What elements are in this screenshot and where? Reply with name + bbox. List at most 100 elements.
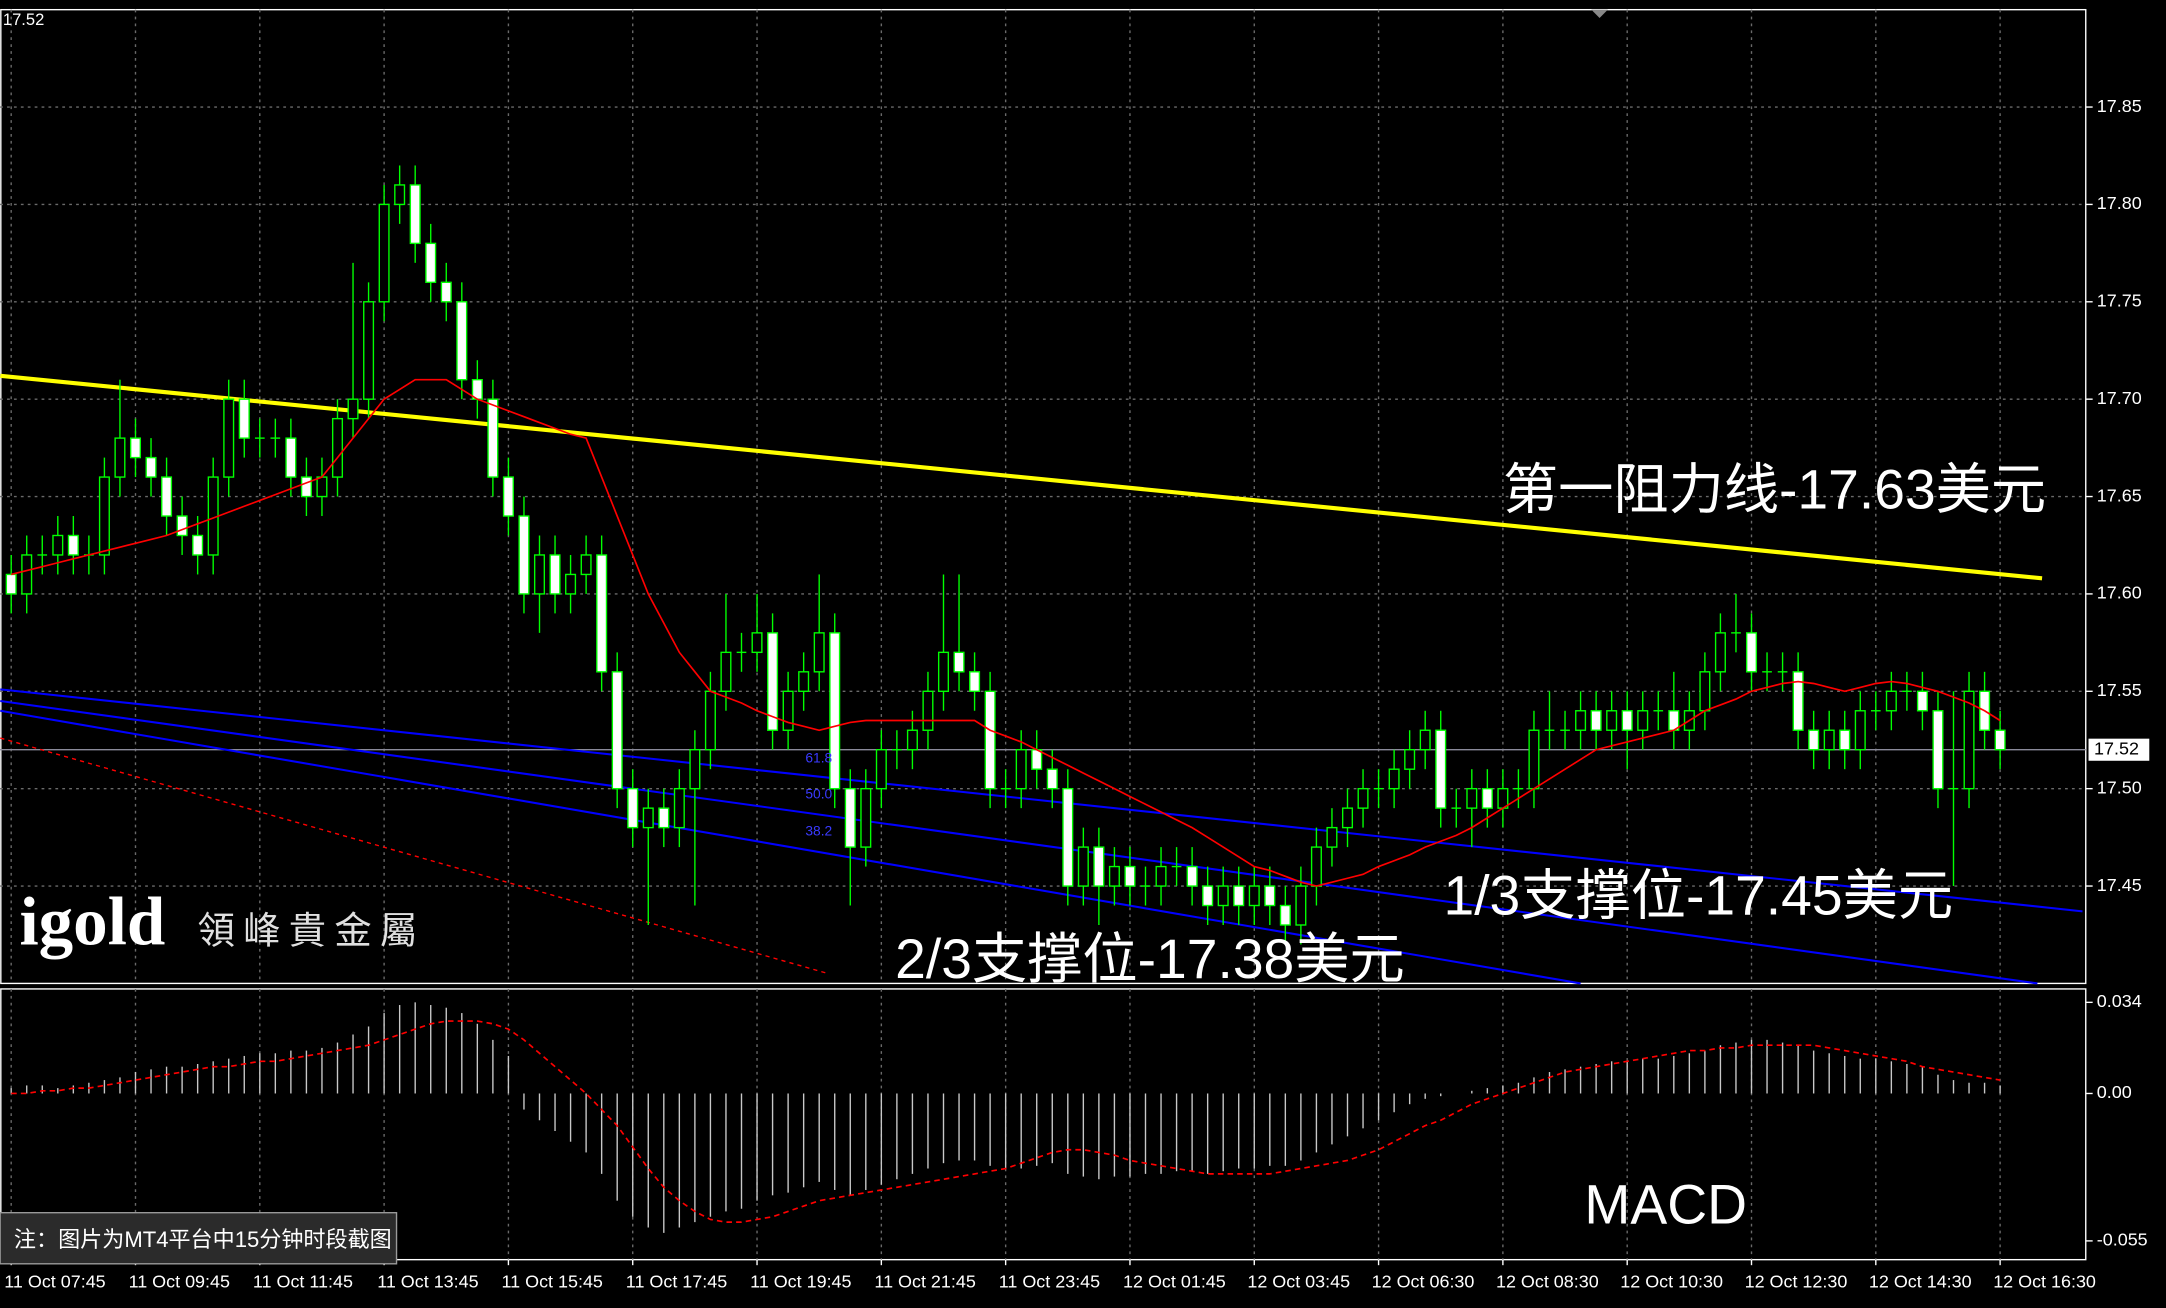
candle-body xyxy=(1295,885,1307,926)
candle-body xyxy=(1124,865,1136,887)
candle-body xyxy=(129,437,142,459)
candle-body xyxy=(1310,846,1322,887)
candle-body xyxy=(1279,904,1291,926)
candle-body xyxy=(347,398,359,420)
candle-body xyxy=(1404,749,1416,770)
y-tick-label: 17.50 xyxy=(2097,777,2142,797)
x-tick-label: 12 Oct 01:45 xyxy=(1123,1271,1226,1291)
y-tick-label: 17.80 xyxy=(2097,193,2142,213)
y-tick-label: 17.65 xyxy=(2097,485,2142,505)
candle-body xyxy=(720,651,732,692)
candle-body xyxy=(1093,846,1105,887)
candle-body xyxy=(1341,807,1354,829)
candle-body xyxy=(953,651,965,673)
candle-body xyxy=(642,807,654,829)
candle-body xyxy=(1046,768,1058,790)
y-tick-label: 17.55 xyxy=(2097,680,2142,700)
candle-body xyxy=(969,671,981,692)
candle-body xyxy=(1745,632,1758,673)
candle-body xyxy=(611,671,623,790)
x-tick-label: 12 Oct 16:30 xyxy=(1993,1271,2096,1291)
candle-body xyxy=(238,398,250,439)
candle-body xyxy=(21,554,33,595)
trendline-layer xyxy=(0,373,2083,985)
x-tick-label: 11 Oct 23:45 xyxy=(999,1271,1100,1291)
candle-body xyxy=(1031,749,1043,770)
x-tick-label: 11 Oct 13:45 xyxy=(377,1271,478,1291)
y-tick-label: -0.055 xyxy=(2097,1230,2148,1250)
candle-body xyxy=(1077,846,1089,887)
candle-body xyxy=(316,476,328,498)
candle-body xyxy=(1419,729,1431,751)
fib-label: 50.0 xyxy=(805,785,832,801)
candle-body xyxy=(1606,710,1618,731)
candle-body xyxy=(860,787,872,848)
candle-body xyxy=(1590,710,1602,731)
moving-average xyxy=(10,378,2001,887)
note: 注：图片为MT4平台中15分钟时段截图 xyxy=(14,1227,392,1252)
candle-body xyxy=(1916,690,1928,712)
candle-body xyxy=(673,787,685,829)
fib-label: 38.2 xyxy=(805,823,832,839)
trendline xyxy=(0,373,2043,581)
candle-body xyxy=(331,417,344,478)
candle-body xyxy=(1637,710,1649,731)
x-tick-label: 12 Oct 06:30 xyxy=(1372,1271,1475,1291)
candle-body xyxy=(518,515,530,595)
candle-body xyxy=(1264,885,1276,907)
candle-body xyxy=(565,573,577,595)
annotation: 2/3支撑位-17.38美元 xyxy=(895,928,1405,990)
candle-body xyxy=(1699,671,1711,712)
candle-body xyxy=(1186,865,1198,887)
x-tick-label: 11 Oct 15:45 xyxy=(502,1271,603,1291)
candle-body xyxy=(1575,710,1587,731)
x-tick-label: 12 Oct 08:30 xyxy=(1496,1271,1599,1291)
candle-body xyxy=(425,242,437,284)
candle-body xyxy=(98,476,110,556)
y-tick-label: 17.70 xyxy=(2097,388,2142,408)
candle-body xyxy=(114,437,126,478)
candle-body xyxy=(363,301,375,400)
x-tick-label: 11 Oct 07:45 xyxy=(4,1271,105,1291)
signal-line xyxy=(11,1020,2001,1223)
candle-body xyxy=(1885,690,1897,712)
candle-body xyxy=(937,651,950,692)
trendline xyxy=(0,737,829,975)
candle-body xyxy=(145,456,157,478)
candle-body xyxy=(767,632,779,731)
y-tick-label: 17.45 xyxy=(2097,875,2142,895)
candle-body xyxy=(1155,865,1167,887)
x-tick-label: 12 Oct 10:30 xyxy=(1620,1271,1723,1291)
candle-body xyxy=(1062,787,1074,887)
candle-body xyxy=(1994,729,2006,751)
trendline xyxy=(0,709,1581,985)
annotation: 1/3支撑位-17.45美元 xyxy=(1443,864,1953,926)
candle-body xyxy=(1823,729,1835,751)
candle-body xyxy=(1015,749,1027,790)
x-tick-label: 11 Oct 19:45 xyxy=(750,1271,851,1291)
candle-body xyxy=(829,632,841,790)
candle-body xyxy=(1854,710,1866,751)
candle-body xyxy=(223,398,235,478)
candle-body xyxy=(1481,787,1493,809)
candle-body xyxy=(533,554,546,595)
candle-body xyxy=(922,690,934,731)
candle-body xyxy=(456,301,468,381)
y-tick-label: 17.85 xyxy=(2097,96,2142,116)
candle-body xyxy=(1248,885,1260,907)
macd-panel-frame xyxy=(0,988,2087,1261)
annotation: 第一阻力线-17.63美元 xyxy=(1503,458,2046,520)
x-tick-label: 12 Oct 12:30 xyxy=(1745,1271,1848,1291)
candle-body xyxy=(161,476,173,517)
x-tick-label: 12 Oct 14:30 xyxy=(1869,1271,1972,1291)
candle-body xyxy=(1714,632,1726,673)
candle-body xyxy=(627,787,639,829)
x-tick-label: 11 Oct 09:45 xyxy=(129,1271,230,1291)
candle-body xyxy=(1202,885,1214,907)
candle-body xyxy=(1621,710,1633,731)
price-box xyxy=(2088,738,2150,761)
candle-body xyxy=(285,437,297,478)
candle-body xyxy=(549,554,561,595)
